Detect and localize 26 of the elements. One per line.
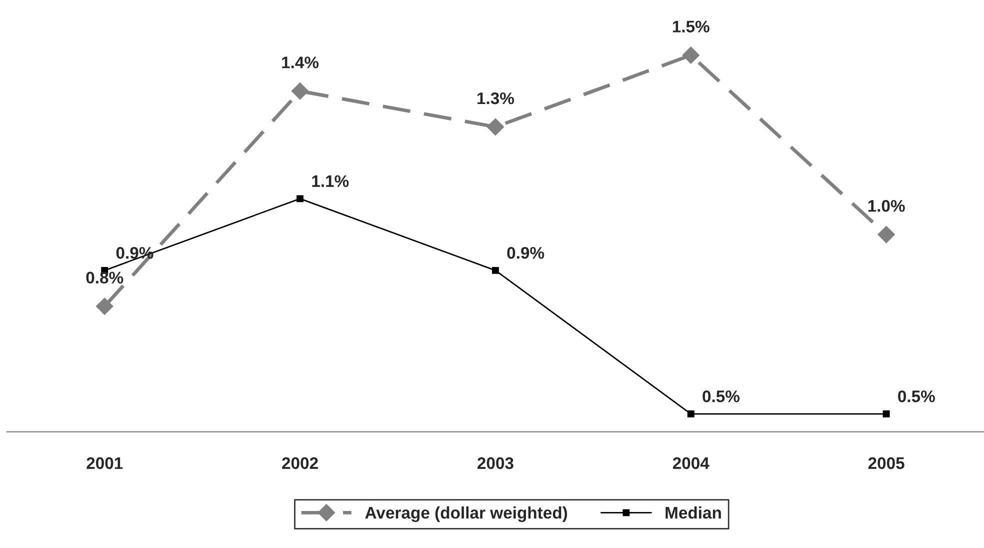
point bbox=[96, 298, 114, 315]
point bbox=[296, 195, 304, 202]
point bbox=[291, 82, 309, 100]
point bbox=[882, 410, 890, 418]
x-tick-label: 2003 bbox=[477, 457, 514, 470]
x-tick-label: 2005 bbox=[868, 457, 904, 470]
x-tick-label: 2002 bbox=[282, 457, 318, 470]
data-label: 0.9% bbox=[507, 246, 544, 259]
point bbox=[687, 410, 694, 418]
x-tick-label: 2001 bbox=[86, 457, 123, 470]
legend-label: Average (dollar weighted) bbox=[365, 506, 568, 522]
data-label: 0.5% bbox=[702, 390, 740, 402]
data-label: 0.9% bbox=[116, 246, 154, 259]
point bbox=[486, 118, 504, 136]
point bbox=[682, 46, 700, 64]
data-label: 0.8% bbox=[86, 272, 124, 284]
data-label: 1.3% bbox=[478, 92, 514, 104]
data-label: 1.0% bbox=[868, 200, 905, 212]
data-label: 0.5% bbox=[898, 390, 935, 402]
x-tick-label: 2004 bbox=[672, 457, 710, 470]
data-label: 1.4% bbox=[282, 56, 319, 68]
data-label: 1.5% bbox=[672, 20, 710, 32]
point bbox=[878, 226, 895, 244]
data-label: 1.1% bbox=[312, 175, 349, 188]
legend-label: Median bbox=[666, 506, 721, 519]
point bbox=[492, 266, 499, 274]
